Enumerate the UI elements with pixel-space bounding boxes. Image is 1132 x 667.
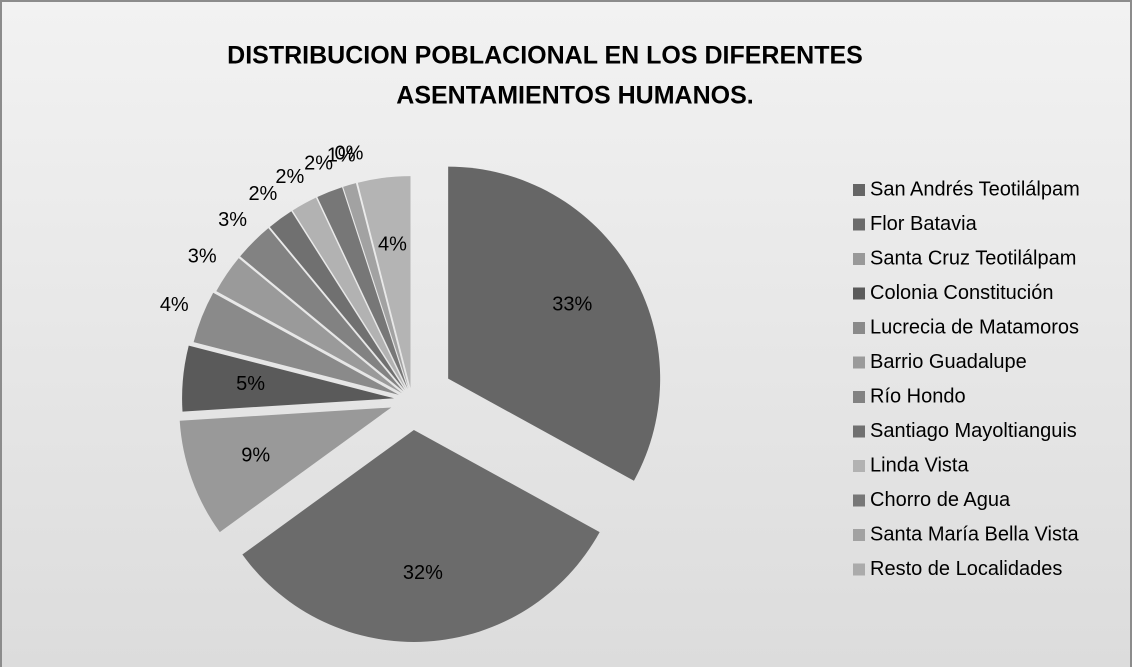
pie-slice [179,407,392,533]
legend-swatch [853,253,865,265]
legend-swatch [853,184,865,196]
legend-label: Chorro de Agua [870,489,1011,511]
legend-swatch [853,287,865,300]
legend-swatch [853,218,865,231]
data-label: 33% [552,294,592,316]
chart-title: DISTRIBUCION POBLACIONAL EN LOS DIFERENT… [227,42,863,70]
legend-swatch [853,356,865,369]
legend-swatch [853,460,865,472]
legend-swatch [853,425,865,438]
pie-slice [317,187,408,389]
data-label: 3% [188,246,217,268]
pie-slice [448,166,661,481]
legend-label: Colonia Constitución [870,282,1053,304]
legend-label: Santiago Mayoltianguis [870,420,1077,442]
legend-label: Barrio Guadalupe [870,351,1027,373]
data-label: 32% [403,562,443,584]
pie-slice [182,345,395,412]
legend-label: Flor Batavia [870,213,978,235]
pie-slice [240,228,404,392]
data-label: 1% [327,145,356,167]
pie-slice [357,176,411,389]
data-label: 4% [160,294,189,316]
legend-label: Linda Vista [870,454,969,476]
pie-slice [216,258,403,394]
legend-label: Santa María Bella Vista [870,523,1080,545]
legend-label: San Andrés Teotilálpam [870,178,1080,200]
data-label: 4% [378,233,407,255]
legend-label: Santa Cruz Teotilálpam [870,247,1076,269]
data-label: 0% [334,143,363,165]
data-label: 5% [236,373,265,395]
data-label: 2% [275,166,304,188]
legend-swatch [853,494,865,507]
legend-label: Lucrecia de Matamoros [870,316,1079,338]
chart-subtitle: ASENTAMIENTOS HUMANOS. [396,82,753,110]
legend-swatch [853,563,865,576]
pie-slice [242,429,600,642]
legend-label: Río Hondo [870,385,966,407]
data-label: 2% [304,152,333,174]
pie-slice [193,292,399,395]
pie-slice [343,183,409,389]
data-label: 3% [218,209,247,231]
legend-swatch [853,391,865,403]
data-label: 9% [241,445,270,467]
legend-swatch [853,529,865,541]
legend-swatch [853,322,865,334]
pie-slice [269,211,405,391]
data-label: 2% [248,183,277,205]
legend-label: Resto de Localidades [870,558,1062,580]
pie-slice [292,197,407,390]
